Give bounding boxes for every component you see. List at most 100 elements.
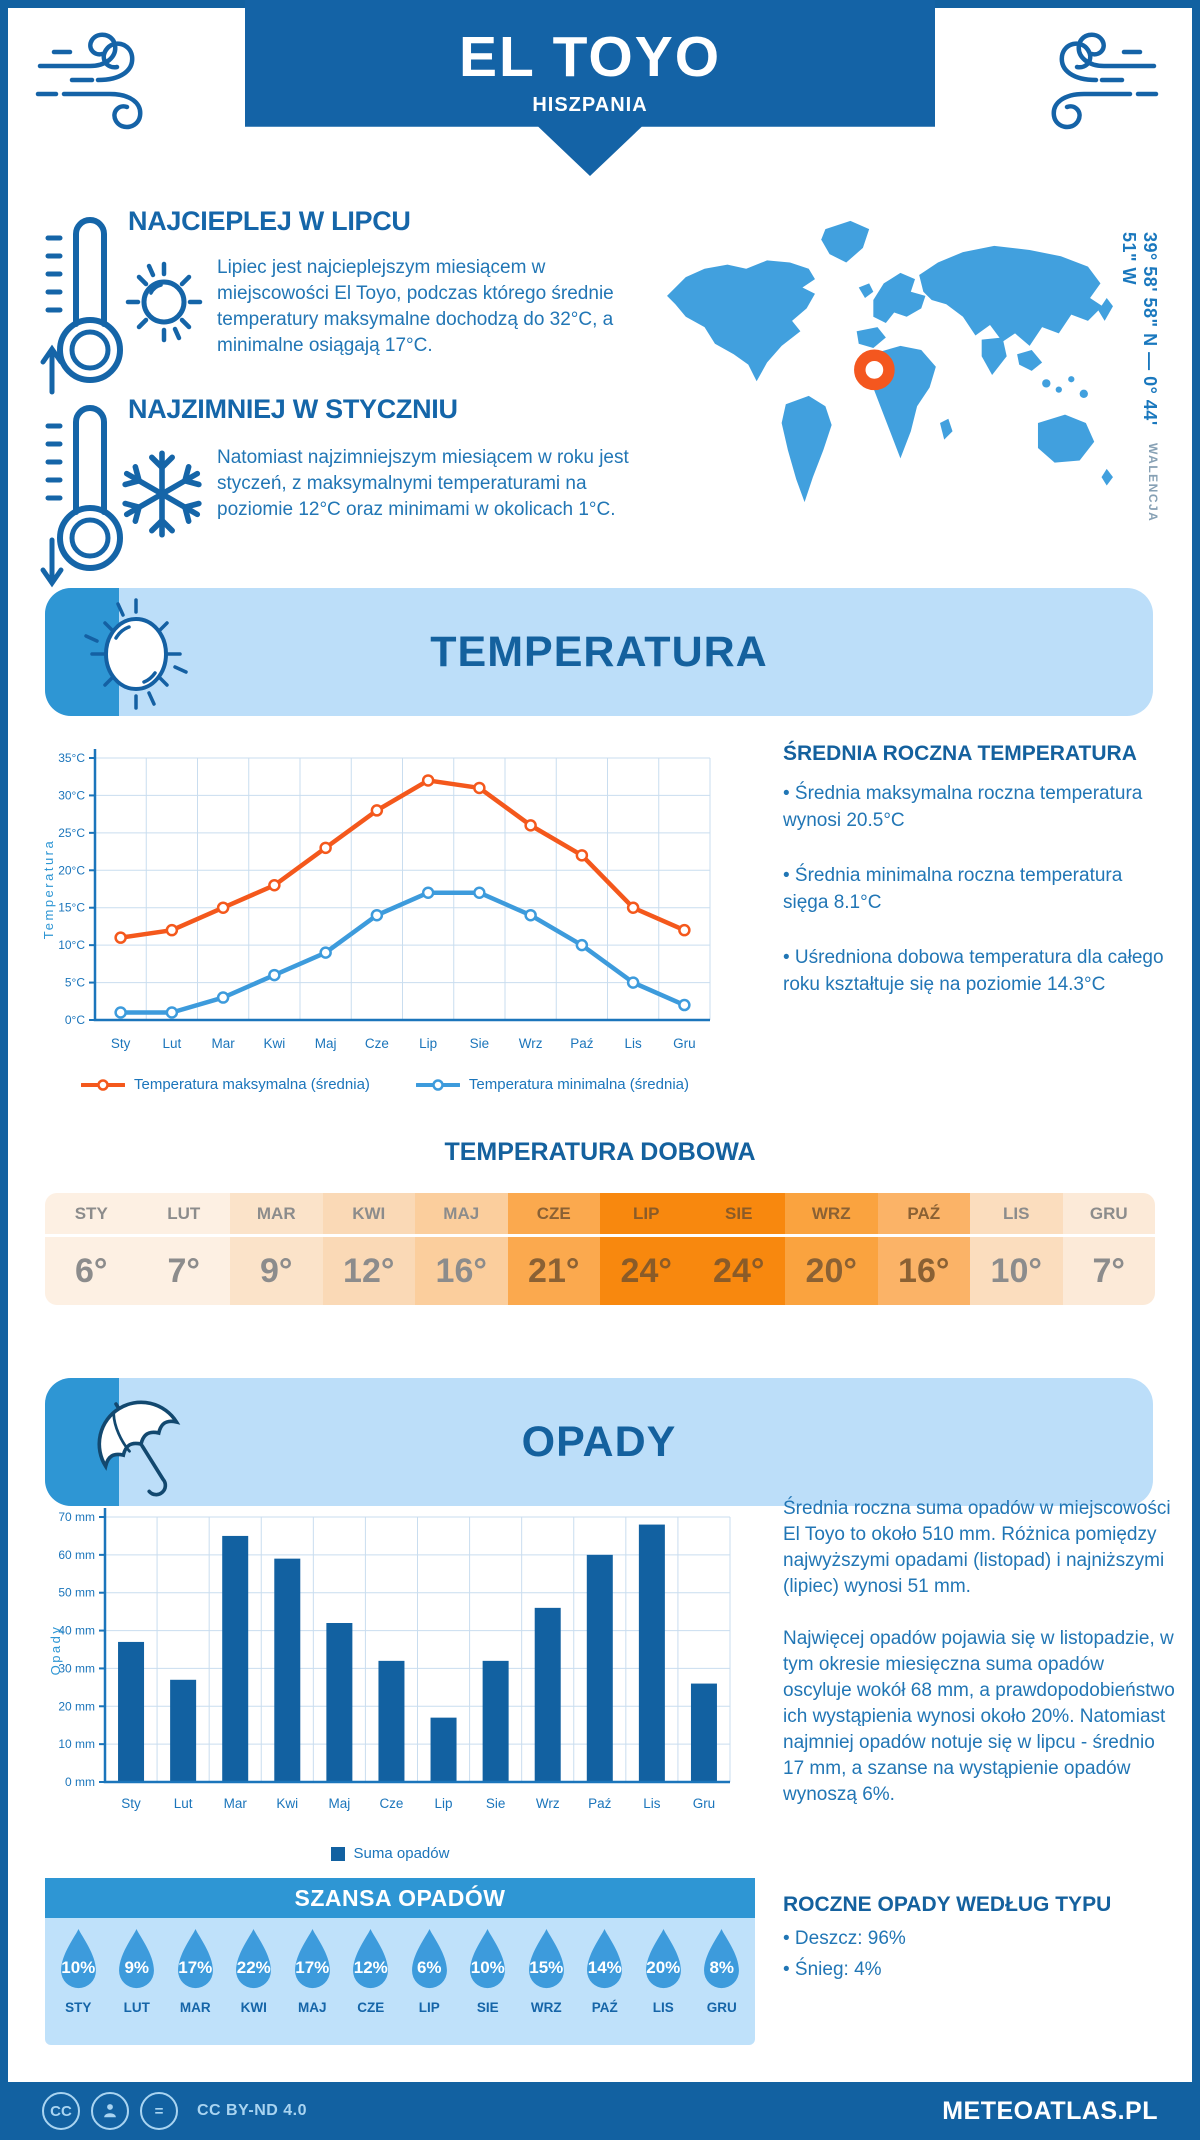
thermometer-down-icon <box>40 405 123 588</box>
world-map <box>667 220 1113 503</box>
rain-chance-drop-kwi: 22% KWI <box>226 1918 281 2045</box>
rain-chance-value: 10% <box>61 1958 96 1977</box>
rain-chance-drop-lip: 6% LIP <box>402 1918 457 2045</box>
thermometer-up-icon <box>40 217 123 395</box>
rain-chance-value: 22% <box>236 1958 271 1977</box>
site-name[interactable]: METEOATLAS.PL <box>942 2096 1158 2125</box>
y-tick-label: 35°C <box>58 751 85 765</box>
x-tick-label: Sty <box>121 1796 141 1811</box>
daily-temp-value: 6° <box>45 1234 138 1305</box>
daily-temp-table: STY 6° LUT 7° MAR 9° KWI 12° MAJ 16° CZE 21° LIP 24° S… <box>45 1193 1155 1305</box>
daily-temp-value: 16° <box>415 1234 508 1305</box>
legend-label: Suma opadów <box>353 1845 450 1862</box>
daily-temp-cell-lut: LUT 7° <box>137 1193 230 1305</box>
legend-label: Temperatura minimalna (średnia) <box>468 1076 689 1093</box>
raindrop-icon <box>470 1928 506 1989</box>
y-tick-label: 30°C <box>58 788 85 802</box>
data-point <box>473 781 486 795</box>
daily-temp-cell-sty: STY 6° <box>45 1193 138 1305</box>
y-tick-label: 25°C <box>58 826 85 840</box>
y-tick-label: 5°C <box>65 976 85 990</box>
data-point <box>575 938 589 952</box>
x-tick-label: Lut <box>174 1796 193 1811</box>
rain-chance-drop-sie: 10% SIE <box>460 1918 515 2045</box>
daily-temp-value: 10° <box>970 1234 1063 1305</box>
y-tick-label: 20°C <box>58 863 85 877</box>
rain-chance-value: 6% <box>416 1958 442 1977</box>
x-tick-label: Paź <box>570 1036 594 1051</box>
daily-temp-cell-lip: LIP 24° <box>600 1193 693 1305</box>
y-axis-title: Opady <box>48 1625 63 1676</box>
daily-temp-month: KWI <box>352 1203 386 1223</box>
data-point <box>575 849 589 862</box>
daily-temp-value: 7° <box>137 1234 230 1305</box>
rain-chance-value: 9% <box>124 1958 150 1977</box>
daily-temp-month: LIP <box>633 1203 660 1223</box>
umbrella-icon <box>97 1400 181 1497</box>
raindrop-icon <box>236 1928 272 1989</box>
data-point <box>678 998 691 1012</box>
precip-paragraph: Średnia roczna suma opadów w miejscowośc… <box>783 1498 1171 1597</box>
page-subtitle: HISZPANIA <box>532 94 648 116</box>
data-point <box>114 1006 127 1019</box>
daily-temp-title: TEMPERATURA DOBOWA <box>444 1138 756 1166</box>
rain-chance-value: 20% <box>646 1958 681 1977</box>
x-tick-label: Mar <box>224 1796 248 1811</box>
precip-bar-gru <box>690 1683 717 1782</box>
x-tick-label: Wrz <box>519 1036 543 1051</box>
rain-chance-month: LIS <box>652 2000 674 2015</box>
precip-bar-mar <box>222 1535 249 1782</box>
rain-chance-value: 17% <box>178 1958 213 1977</box>
rain-chance-month: SIE <box>476 2000 499 2015</box>
raindrop-icon <box>645 1928 681 1989</box>
x-tick-label: Maj <box>315 1036 337 1051</box>
y-tick-label: 60 mm <box>58 1548 95 1562</box>
daily-temp-value: 12° <box>322 1234 415 1305</box>
rain-chance-drop-paź: 14% PAŹ <box>577 1918 632 2045</box>
precip-bar-lis <box>638 1524 665 1782</box>
warmest-text: Lipiec jest najcieplejszym miesiącem w m… <box>217 257 614 356</box>
daily-temp-cell-cze: CZE 21° <box>507 1193 600 1305</box>
precipitation-chart: 0 mm 10 mm 20 mm 30 mm 40 mm 50 mm 60 mm 70 mm S… <box>48 1508 731 1811</box>
precip-bar-sty <box>118 1641 145 1782</box>
rain-chance-drop-cze: 12% CZE <box>343 1918 398 2045</box>
daily-temp-value: 20° <box>785 1234 878 1305</box>
raindrop-icon <box>294 1928 330 1989</box>
legend-item: Suma opadów <box>330 1845 450 1862</box>
daily-temp-cell-maj: MAJ 16° <box>415 1193 508 1305</box>
x-tick-label: Paź <box>588 1796 612 1811</box>
y-tick-label: 50 mm <box>58 1586 95 1600</box>
data-point <box>626 901 640 914</box>
data-point <box>524 819 537 832</box>
data-point <box>370 804 384 817</box>
rain-chance-month: WRZ <box>530 2000 562 2015</box>
daily-temp-month: LIS <box>1003 1203 1030 1223</box>
precip-bar-cze <box>378 1660 405 1782</box>
precip-bar-wrz <box>534 1607 561 1782</box>
no-derivatives-icon: = <box>140 2092 178 2130</box>
daily-temp-value: 7° <box>1062 1234 1155 1305</box>
rain-chance-drop-gru: 8% GRU <box>694 1918 749 2045</box>
raindrop-icon <box>60 1928 96 1989</box>
daily-temp-month: CZE <box>536 1203 571 1223</box>
raindrop-icon <box>177 1928 213 1989</box>
daily-temp-cell-gru: GRU 7° <box>1062 1193 1155 1305</box>
daily-temp-value: 16° <box>877 1234 970 1305</box>
raindrop-icon <box>119 1928 155 1989</box>
wind-icon-right <box>1051 32 1159 130</box>
header-banner: EL TOYO HISZPANIA <box>245 0 935 176</box>
data-point <box>319 841 332 855</box>
x-tick-label: Gru <box>673 1036 696 1051</box>
x-tick-label: Sie <box>470 1036 490 1051</box>
data-point <box>678 923 691 937</box>
precip-bar-lut <box>170 1679 197 1782</box>
temp-min-series-line <box>118 890 687 1015</box>
y-tick-label: 0°C <box>65 1013 85 1027</box>
precip-type-item: • Śnieg: 4% <box>783 1959 882 1980</box>
warmest-title: NAJCIEPLEJ W LIPCU <box>128 206 411 236</box>
rain-chance-drop-wrz: 15% WRZ <box>519 1918 574 2045</box>
rain-chance-month: KWI <box>240 2000 267 2015</box>
raindrop-icon <box>528 1928 564 1989</box>
license-badges[interactable]: CC = CC BY-ND 4.0 <box>42 2092 307 2130</box>
